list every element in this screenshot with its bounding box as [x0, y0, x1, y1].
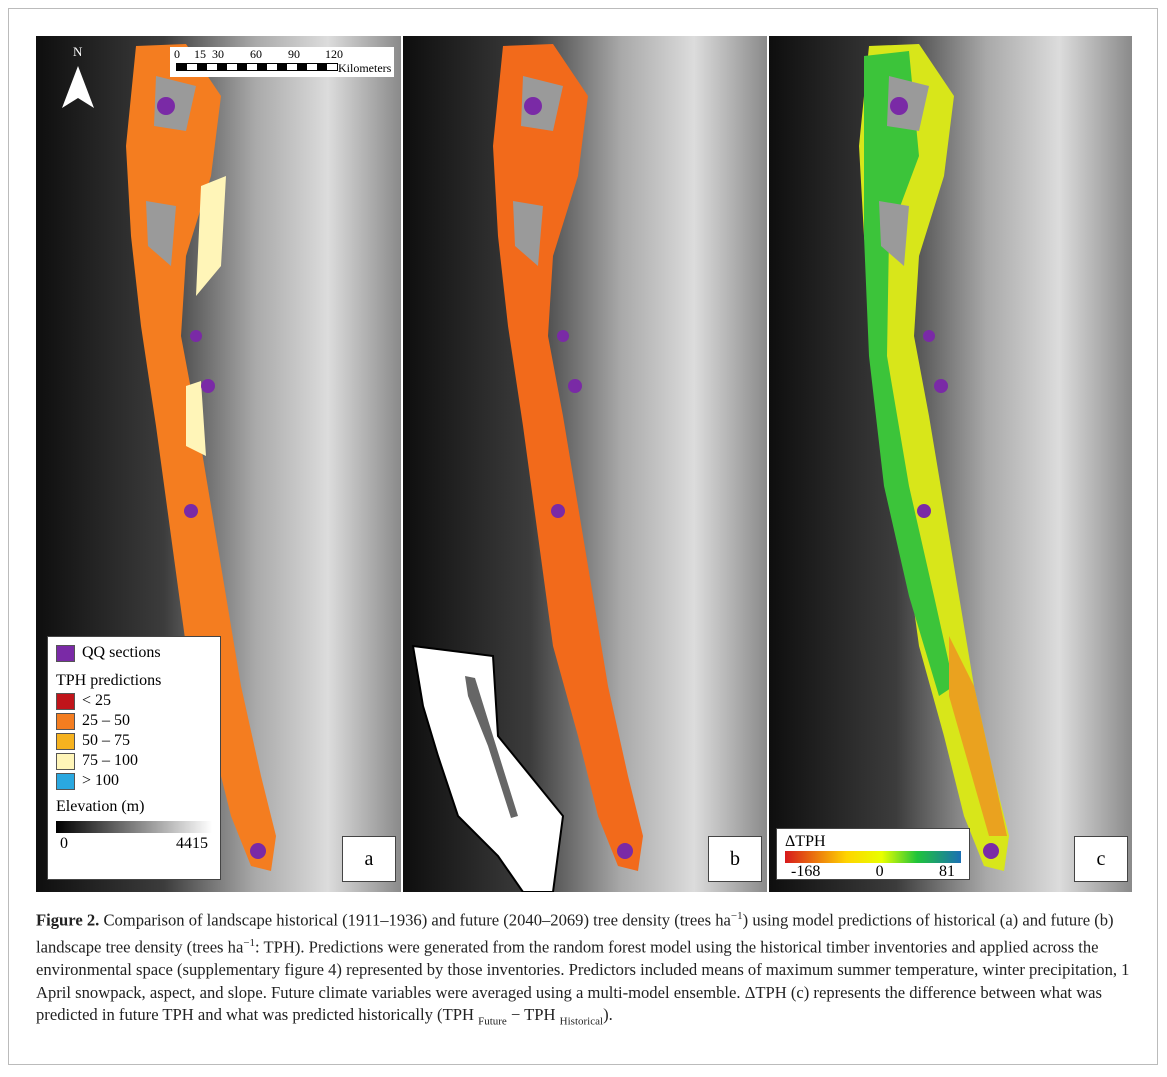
- elevation-max: 4415: [176, 835, 208, 853]
- delta-mid: 0: [876, 863, 884, 881]
- legend-text: < 25: [82, 692, 111, 710]
- caption-text: ).: [603, 1005, 613, 1024]
- swatch: [56, 773, 75, 790]
- legend-text: 25 – 50: [82, 712, 130, 730]
- legend-a: QQ sections TPH predictions < 25 25 – 50…: [47, 636, 221, 880]
- caption-sub: Future: [478, 1015, 507, 1027]
- legend-heading: Elevation (m): [56, 797, 212, 817]
- caption-sup: −1: [731, 910, 743, 922]
- scale-unit: Kilometers: [338, 61, 391, 76]
- caption-label: Figure 2.: [36, 911, 99, 930]
- legend-item: QQ sections: [56, 643, 212, 663]
- scale-tick: 90: [288, 47, 300, 62]
- legend-heading: ΔTPH: [785, 833, 961, 851]
- swatch: [56, 713, 75, 730]
- legend-item: < 25: [56, 691, 212, 711]
- delta-max: 81: [939, 863, 955, 881]
- elevation-ramp: [56, 821, 212, 833]
- legend-item: 50 – 75: [56, 731, 212, 751]
- legend-item: 25 – 50: [56, 711, 212, 731]
- scale-tick: 60: [250, 47, 262, 62]
- caption: Figure 2. Comparison of landscape histor…: [36, 905, 1136, 1033]
- elevation-min: 0: [60, 835, 68, 853]
- swatch: [56, 753, 75, 770]
- legend-text: > 100: [82, 772, 119, 790]
- caption-sup: −1: [243, 937, 255, 949]
- delta-min: -168: [791, 863, 820, 881]
- body: N 0 15 30 60 90 120 Kilometers QQ sectio…: [0, 0, 1167, 1077]
- legend-text: QQ sections: [82, 644, 161, 662]
- swatch: [56, 733, 75, 750]
- scale-tick: 0: [174, 47, 180, 62]
- delta-range: -168 0 81: [785, 863, 961, 881]
- scale-tick: 15: [194, 47, 206, 62]
- legend-text: 50 – 75: [82, 732, 130, 750]
- panel-b-map: [403, 36, 767, 892]
- swatch: [56, 693, 75, 710]
- scale-bar: 0 15 30 60 90 120 Kilometers: [170, 47, 394, 77]
- panel-label: c: [1074, 836, 1128, 882]
- scale-ruler: [176, 63, 338, 71]
- panel-label: b: [708, 836, 762, 882]
- legend-text: 75 – 100: [82, 752, 138, 770]
- elevation-range: 0 4415: [56, 833, 212, 853]
- panel-label: a: [342, 836, 396, 882]
- page: {"figure": { "north": "N", "scale_bar": …: [0, 0, 1167, 1077]
- legend-c: ΔTPH -168 0 81: [776, 828, 970, 880]
- caption-text: − TPH: [507, 1005, 560, 1024]
- legend-item: > 100: [56, 771, 212, 791]
- scale-tick: 30: [212, 47, 224, 62]
- legend-heading: TPH predictions: [56, 671, 212, 691]
- legend-item: 75 – 100: [56, 751, 212, 771]
- caption-sub: Historical: [560, 1015, 603, 1027]
- swatch: [56, 645, 75, 662]
- north-label: N: [73, 44, 82, 60]
- scale-tick: 120: [325, 47, 343, 62]
- delta-ramp: [785, 851, 961, 863]
- caption-text: Comparison of landscape historical (1911…: [99, 911, 731, 930]
- panel-c-map: [769, 36, 1132, 892]
